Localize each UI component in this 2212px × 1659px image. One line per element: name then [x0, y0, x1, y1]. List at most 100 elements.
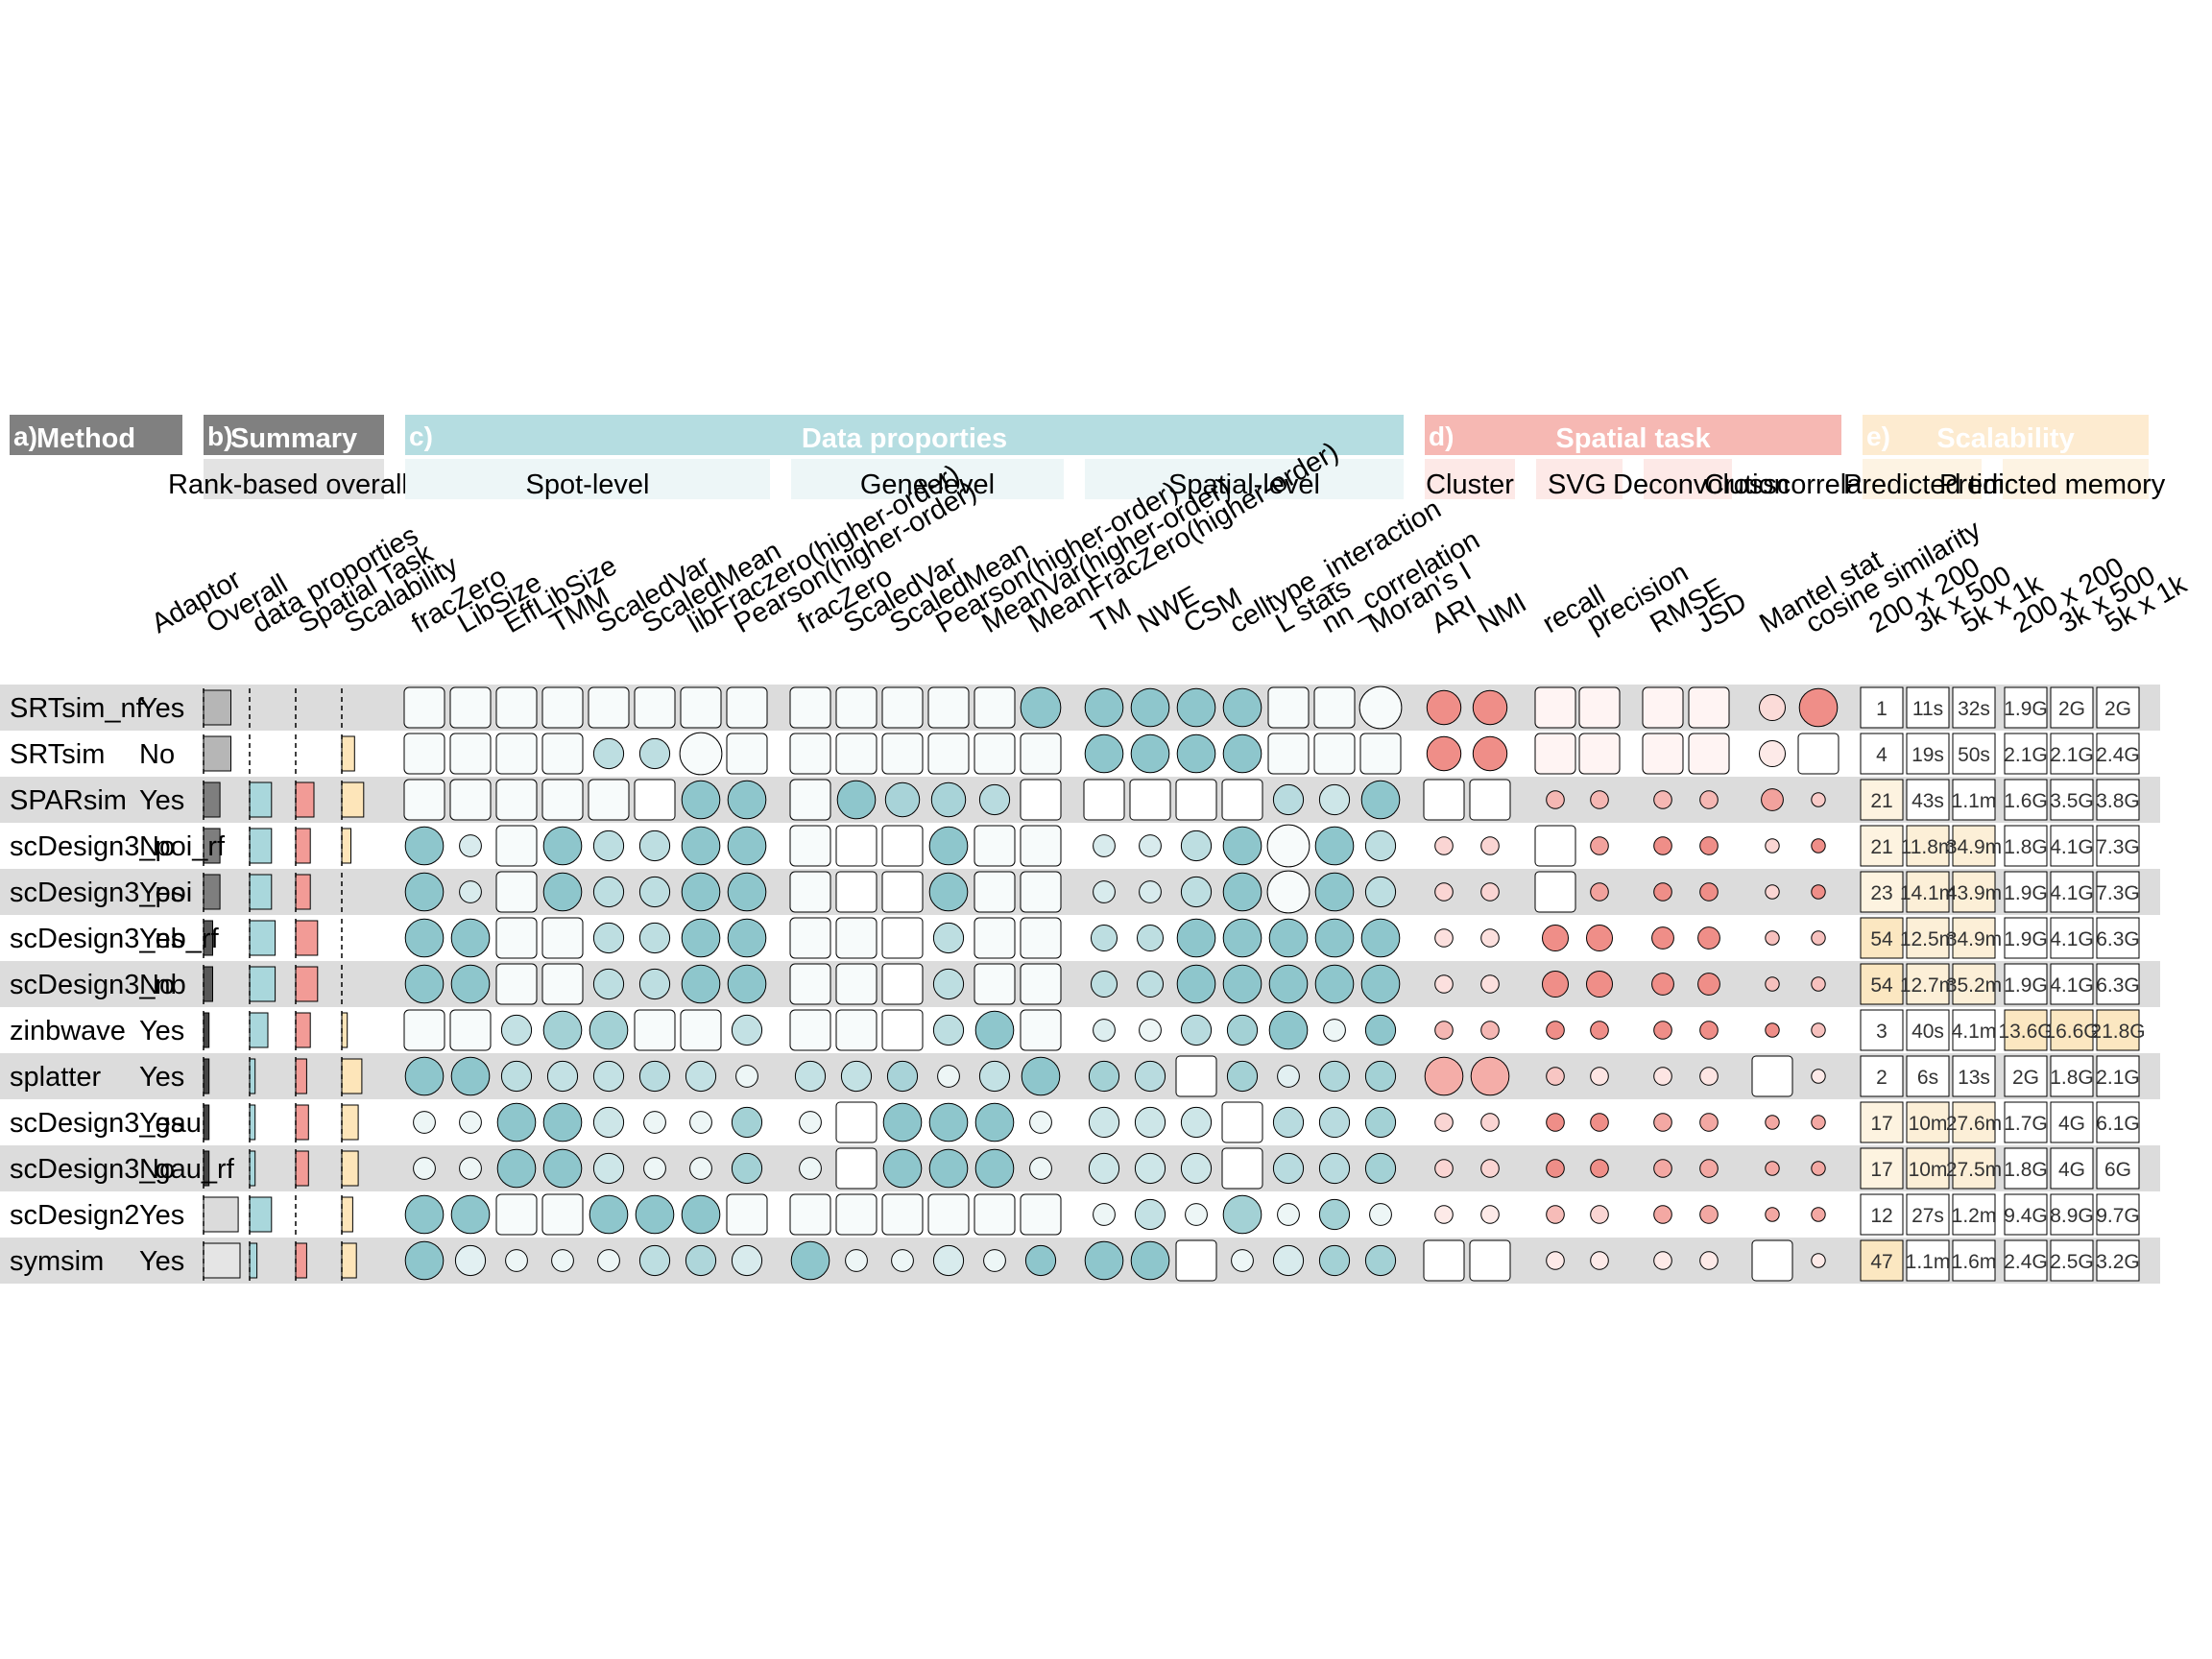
group-letter-d: d): [1429, 421, 1454, 451]
metric-circle: [1480, 1205, 1500, 1224]
metric-circle: [731, 1152, 763, 1185]
value-label: 3: [1876, 1021, 1887, 1043]
metric-circle: [1765, 1115, 1780, 1130]
metric-circle: [731, 1106, 763, 1139]
method-label: scDesign3_nb: [10, 970, 186, 1000]
value-box: [2096, 825, 2140, 867]
metric-square: [1020, 779, 1062, 821]
metric-circle: [1765, 1161, 1780, 1176]
metric-circle: [1268, 918, 1309, 958]
metric-square: [974, 963, 1016, 1005]
metric-circle: [1222, 964, 1262, 1004]
metric-circle: [592, 1060, 625, 1093]
value-box: [1860, 1193, 1904, 1236]
value-label: 40s: [1911, 1021, 1944, 1043]
value-box: [1860, 1055, 1904, 1097]
metric-circle: [1472, 689, 1508, 726]
metric-circle: [404, 918, 445, 958]
value-box: [2050, 1147, 2094, 1190]
metric-circle: [1180, 876, 1213, 908]
metric-circle: [592, 1152, 625, 1185]
metric-circle: [1765, 930, 1780, 946]
metric-circle: [450, 1056, 491, 1096]
summary-bar: [203, 735, 231, 772]
metric-circle: [882, 1102, 923, 1142]
metric-square: [634, 779, 676, 821]
metric-square: [449, 1009, 492, 1051]
metric-square: [1221, 779, 1263, 821]
metric-square: [974, 825, 1016, 867]
summary-bar: [341, 828, 351, 864]
value-box: [1952, 1055, 1996, 1097]
metric-circle: [1699, 882, 1719, 902]
metric-circle: [1480, 974, 1500, 994]
metric-circle: [592, 1106, 625, 1139]
value-box: [2004, 1147, 2048, 1190]
subgroup-label: Deconvolution: [1613, 469, 1790, 500]
value-box: [2004, 686, 2048, 729]
metric-circle: [592, 876, 625, 908]
metric-circle: [1222, 826, 1262, 866]
metric-circle: [1222, 872, 1262, 912]
value-box: [1952, 1239, 1996, 1282]
metric-square: [1359, 733, 1402, 775]
metric-circle: [681, 918, 721, 958]
value-label: 1.1m: [1906, 1251, 1951, 1273]
metric-circle: [542, 1148, 583, 1189]
value-box: [2004, 733, 2048, 775]
summary-bar: [203, 689, 231, 726]
summary-bar: [249, 1058, 256, 1094]
subgroup-label: Spatial-level: [1168, 469, 1320, 500]
metric-square: [495, 779, 538, 821]
value-box: [1906, 779, 1950, 821]
metric-square: [495, 917, 538, 959]
metric-square: [835, 1193, 878, 1236]
metric-circle: [983, 1249, 1006, 1272]
value-label: 13s: [1958, 1067, 1990, 1089]
metric-circle: [592, 830, 625, 862]
value-box: [1860, 963, 1904, 1005]
value-box: [2050, 1101, 2094, 1143]
metric-square: [634, 1009, 676, 1051]
value-label: 4.1G: [2050, 882, 2094, 904]
metric-circle: [589, 1010, 629, 1050]
value-box: [2004, 1101, 2048, 1143]
value-box: [1952, 733, 1996, 775]
metric-circle: [1590, 1021, 1609, 1040]
value-label: 4: [1876, 744, 1887, 766]
subgroup-label: Predicted memory: [1939, 469, 2166, 500]
method-label: scDesign2: [10, 1200, 139, 1231]
metric-circle: [589, 1194, 629, 1235]
metric-circle: [727, 780, 767, 820]
metric-circle: [404, 826, 445, 866]
value-box: [2096, 871, 2140, 913]
metric-square: [1578, 686, 1621, 729]
value-label: 17: [1870, 1159, 1892, 1181]
value-box: [2050, 686, 2094, 729]
metric-circle: [592, 968, 625, 1000]
metric-circle: [1176, 918, 1216, 958]
summary-bar: [341, 1012, 349, 1048]
metric-circle: [592, 922, 625, 954]
metric-circle: [459, 880, 482, 903]
metric-circle: [546, 1060, 579, 1093]
metric-circle: [505, 1249, 528, 1272]
metric-circle: [1226, 1014, 1259, 1046]
method-label: scDesign3_poi_rf: [10, 831, 226, 862]
value-label: 1.6m: [1952, 1251, 1997, 1273]
metric-square: [403, 686, 445, 729]
metric-circle: [840, 1060, 873, 1093]
metric-square: [1751, 1239, 1793, 1282]
value-label: 1: [1876, 698, 1887, 720]
metric-circle: [930, 781, 967, 818]
metric-circle: [932, 922, 965, 954]
value-label: 21.8G: [2090, 1021, 2145, 1043]
adaptor-label: Yes: [139, 1062, 184, 1093]
value-box: [1952, 1101, 1996, 1143]
metric-circle: [1364, 1014, 1397, 1046]
metric-circle: [794, 1060, 827, 1093]
value-box: [1906, 1193, 1950, 1236]
metric-square: [1534, 825, 1576, 867]
subgroup-label: Gene-level: [860, 469, 995, 500]
